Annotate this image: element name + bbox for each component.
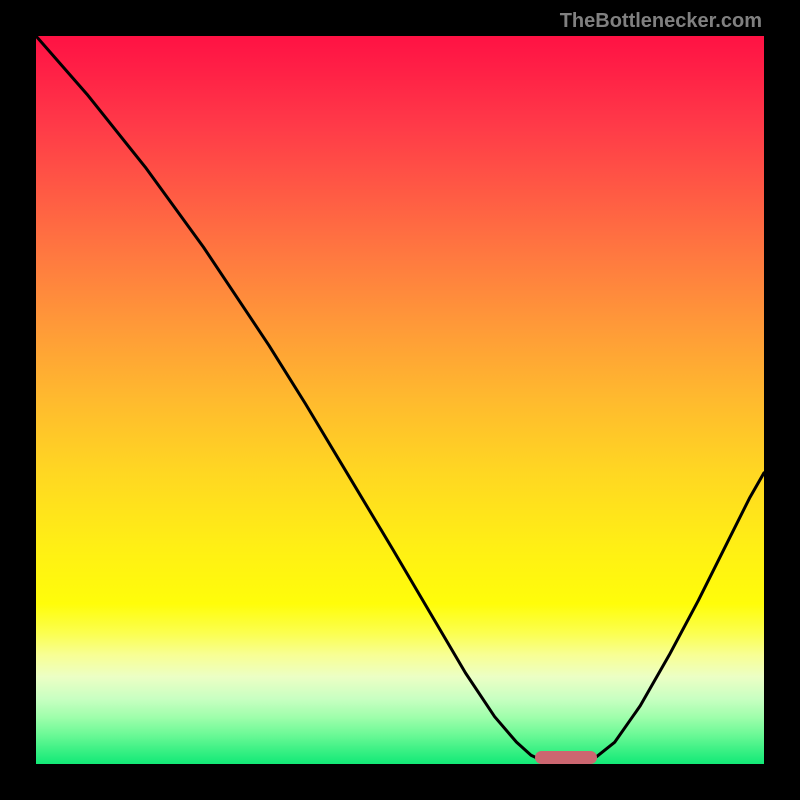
optimal-range-marker [535, 751, 597, 764]
watermark-text: TheBottlenecker.com [560, 10, 762, 33]
